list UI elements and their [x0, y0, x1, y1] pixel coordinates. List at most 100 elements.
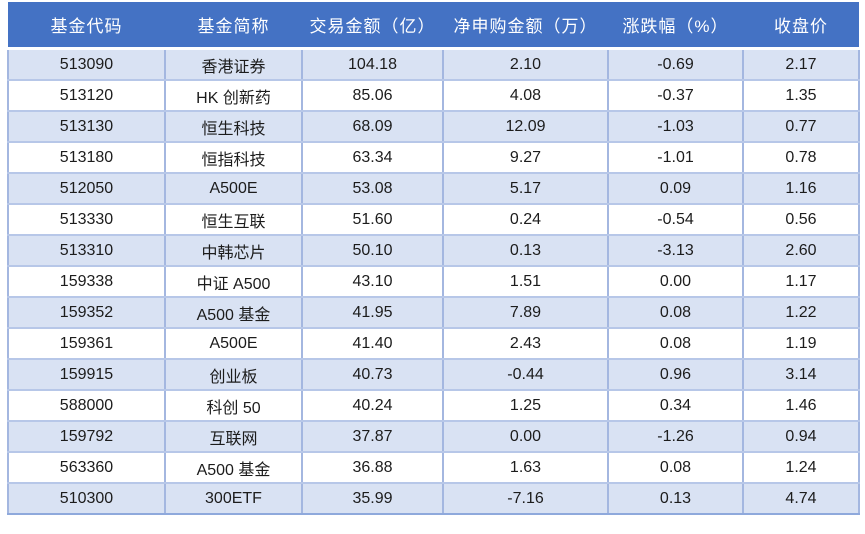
cell-close-price: 1.16 — [743, 173, 860, 205]
cell-turnover-yi: 36.88 — [302, 452, 444, 484]
cell-fund-name: 中证 A500 — [165, 266, 303, 298]
table-row: 510300 300ETF 35.99 -7.16 0.13 4.74 — [7, 483, 860, 515]
cell-turnover-yi: 43.10 — [302, 266, 444, 298]
cell-close-price: 2.17 — [743, 48, 860, 81]
cell-fund-code: 159915 — [7, 359, 166, 391]
cell-fund-name: 恒生科技 — [165, 111, 303, 143]
cell-turnover-yi: 104.18 — [302, 48, 444, 81]
cell-fund-name: HK 创新药 — [165, 80, 303, 112]
cell-turnover-yi: 51.60 — [302, 204, 444, 236]
cell-change-pct: 0.13 — [608, 483, 744, 515]
cell-close-price: 0.78 — [743, 142, 860, 174]
cell-close-price: 1.35 — [743, 80, 860, 112]
cell-fund-code: 159361 — [7, 328, 166, 360]
cell-fund-name: 创业板 — [165, 359, 303, 391]
table-row: 588000 科创 50 40.24 1.25 0.34 1.46 — [7, 390, 860, 422]
cell-close-price: 1.19 — [743, 328, 860, 360]
cell-fund-code: 510300 — [7, 483, 166, 515]
cell-change-pct: -1.01 — [608, 142, 744, 174]
cell-fund-code: 513330 — [7, 204, 166, 236]
table-row: 513330 恒生互联 51.60 0.24 -0.54 0.56 — [7, 204, 860, 236]
cell-turnover-yi: 53.08 — [302, 173, 444, 205]
cell-turnover-yi: 41.40 — [302, 328, 444, 360]
cell-change-pct: -3.13 — [608, 235, 744, 267]
column-header-change-pct: 涨跌幅（%） — [608, 2, 743, 50]
cell-turnover-yi: 68.09 — [302, 111, 444, 143]
cell-fund-code: 513310 — [7, 235, 166, 267]
table-row: 159352 A500 基金 41.95 7.89 0.08 1.22 — [7, 297, 860, 329]
table-row: 513090 香港证券 104.18 2.10 -0.69 2.17 — [7, 48, 860, 81]
cell-close-price: 0.56 — [743, 204, 860, 236]
cell-fund-code: 513130 — [7, 111, 166, 143]
cell-fund-name: 恒生互联 — [165, 204, 303, 236]
table-row: 159792 互联网 37.87 0.00 -1.26 0.94 — [7, 421, 860, 453]
cell-turnover-yi: 41.95 — [302, 297, 444, 329]
cell-change-pct: -1.03 — [608, 111, 744, 143]
table-row: 513310 中韩芯片 50.10 0.13 -3.13 2.60 — [7, 235, 860, 267]
cell-fund-name: 科创 50 — [165, 390, 303, 422]
cell-net-subscription-wan: 2.10 — [443, 48, 609, 81]
cell-net-subscription-wan: 9.27 — [443, 142, 609, 174]
cell-net-subscription-wan: -0.44 — [443, 359, 609, 391]
cell-fund-code: 513090 — [7, 48, 166, 81]
cell-net-subscription-wan: 0.24 — [443, 204, 609, 236]
column-header-fund-code: 基金代码 — [8, 2, 165, 50]
cell-fund-name: A500E — [165, 328, 303, 360]
column-header-turnover-yi: 交易金额（亿） — [302, 2, 443, 50]
cell-net-subscription-wan: 0.00 — [443, 421, 609, 453]
cell-net-subscription-wan: 0.13 — [443, 235, 609, 267]
cell-fund-name: 300ETF — [165, 483, 303, 515]
table-row: 513120 HK 创新药 85.06 4.08 -0.37 1.35 — [7, 80, 860, 112]
cell-fund-code: 513120 — [7, 80, 166, 112]
cell-close-price: 1.46 — [743, 390, 860, 422]
cell-turnover-yi: 50.10 — [302, 235, 444, 267]
cell-change-pct: -0.37 — [608, 80, 744, 112]
cell-net-subscription-wan: 5.17 — [443, 173, 609, 205]
cell-close-price: 2.60 — [743, 235, 860, 267]
column-header-fund-name: 基金简称 — [165, 2, 302, 50]
cell-close-price: 1.22 — [743, 297, 860, 329]
column-header-net-subscription-wan: 净申购金额（万） — [443, 2, 608, 50]
cell-close-price: 1.17 — [743, 266, 860, 298]
cell-close-price: 0.94 — [743, 421, 860, 453]
cell-change-pct: 0.09 — [608, 173, 744, 205]
cell-turnover-yi: 40.24 — [302, 390, 444, 422]
cell-close-price: 1.24 — [743, 452, 860, 484]
cell-change-pct: -1.26 — [608, 421, 744, 453]
cell-close-price: 3.14 — [743, 359, 860, 391]
cell-fund-code: 512050 — [7, 173, 166, 205]
table-row: 159338 中证 A500 43.10 1.51 0.00 1.17 — [7, 266, 860, 298]
table-row: 513180 恒指科技 63.34 9.27 -1.01 0.78 — [7, 142, 860, 174]
cell-turnover-yi: 40.73 — [302, 359, 444, 391]
cell-turnover-yi: 63.34 — [302, 142, 444, 174]
table-header: 基金代码 基金简称 交易金额（亿） 净申购金额（万） 涨跌幅（%） 收盘价 — [8, 2, 859, 50]
cell-change-pct: -0.69 — [608, 48, 744, 81]
cell-fund-code: 159338 — [7, 266, 166, 298]
table-row: 513130 恒生科技 68.09 12.09 -1.03 0.77 — [7, 111, 860, 143]
cell-change-pct: 0.08 — [608, 328, 744, 360]
cell-net-subscription-wan: 2.43 — [443, 328, 609, 360]
cell-net-subscription-wan: 7.89 — [443, 297, 609, 329]
header-row: 基金代码 基金简称 交易金额（亿） 净申购金额（万） 涨跌幅（%） 收盘价 — [8, 2, 859, 50]
cell-net-subscription-wan: -7.16 — [443, 483, 609, 515]
cell-net-subscription-wan: 12.09 — [443, 111, 609, 143]
cell-net-subscription-wan: 4.08 — [443, 80, 609, 112]
cell-fund-name: 互联网 — [165, 421, 303, 453]
cell-change-pct: 0.34 — [608, 390, 744, 422]
cell-change-pct: -0.54 — [608, 204, 744, 236]
cell-fund-name: A500 基金 — [165, 452, 303, 484]
cell-net-subscription-wan: 1.25 — [443, 390, 609, 422]
cell-fund-name: 中韩芯片 — [165, 235, 303, 267]
cell-change-pct: 0.96 — [608, 359, 744, 391]
cell-fund-name: 恒指科技 — [165, 142, 303, 174]
cell-fund-code: 563360 — [7, 452, 166, 484]
cell-fund-name: A500 基金 — [165, 297, 303, 329]
cell-fund-name: A500E — [165, 173, 303, 205]
cell-fund-code: 588000 — [7, 390, 166, 422]
table-row: 159361 A500E 41.40 2.43 0.08 1.19 — [7, 328, 860, 360]
cell-change-pct: 0.08 — [608, 452, 744, 484]
cell-net-subscription-wan: 1.51 — [443, 266, 609, 298]
cell-turnover-yi: 35.99 — [302, 483, 444, 515]
cell-fund-code: 159352 — [7, 297, 166, 329]
